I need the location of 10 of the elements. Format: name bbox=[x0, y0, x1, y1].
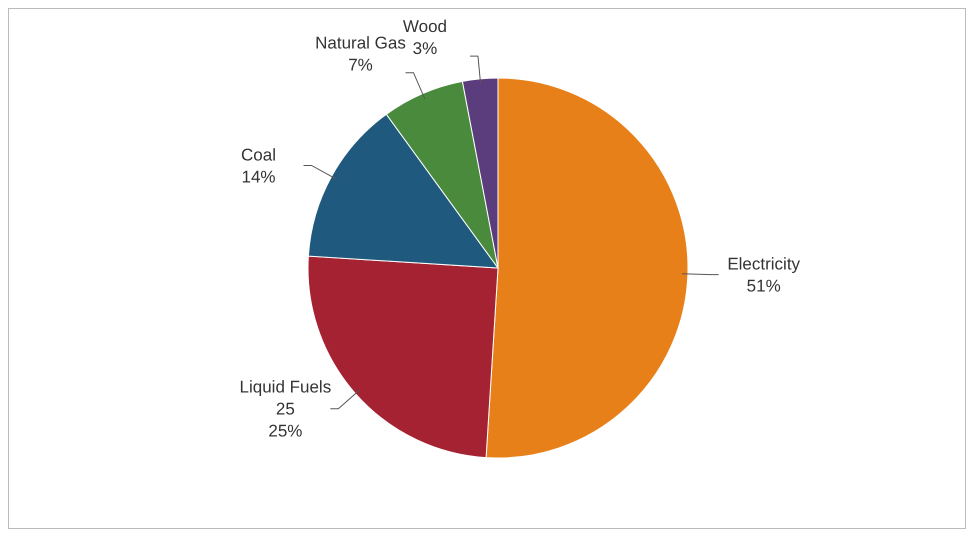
slice-label: Wood bbox=[402, 17, 448, 36]
slice-label: Coal bbox=[241, 145, 276, 164]
slice-label: Electricity bbox=[727, 254, 801, 274]
data-label: 7% bbox=[348, 56, 373, 75]
slice-label: Natural Gas bbox=[315, 34, 406, 53]
data-label: 25 25% bbox=[268, 400, 302, 441]
data-label: 14% bbox=[242, 167, 276, 186]
data-label: 51% bbox=[746, 276, 781, 296]
slice-label: Liquid Fuels bbox=[240, 378, 332, 397]
data-label: 3% bbox=[412, 39, 438, 58]
